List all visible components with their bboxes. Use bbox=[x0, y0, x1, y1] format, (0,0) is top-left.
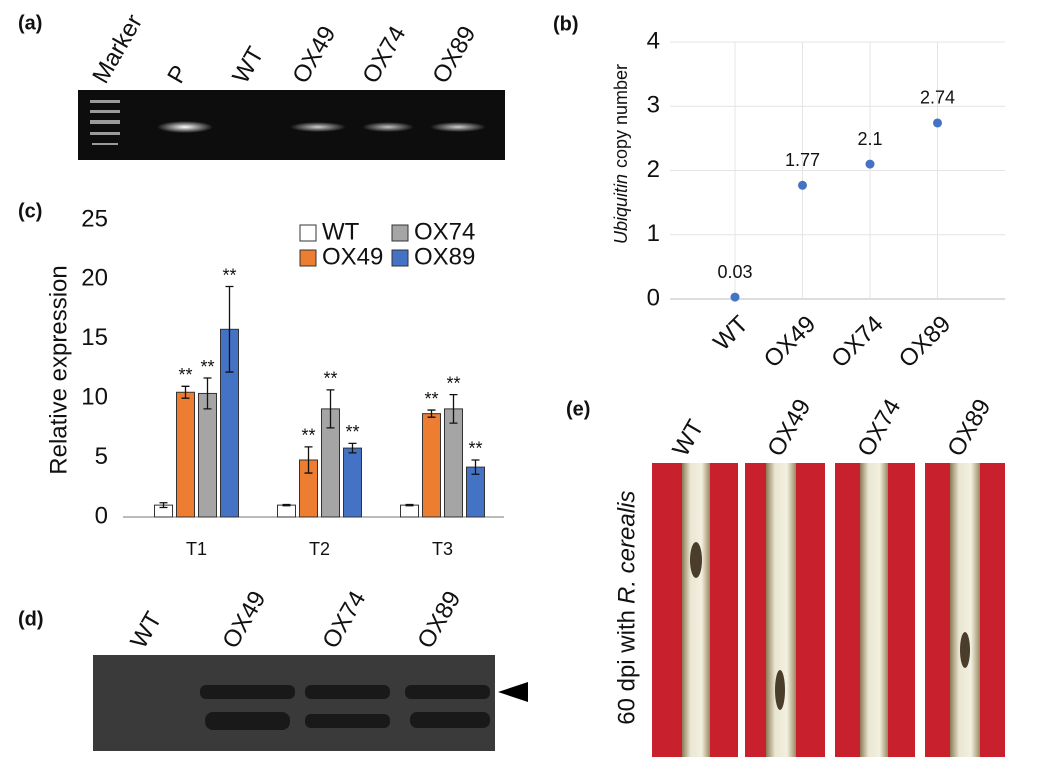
legend-swatch bbox=[391, 249, 409, 267]
value-label: 1.77 bbox=[785, 150, 820, 170]
panel-label: (e) bbox=[566, 398, 590, 420]
value-label: 2.1 bbox=[857, 129, 882, 149]
y-tick-label: 0 bbox=[95, 502, 108, 529]
lane-label: WT bbox=[667, 415, 709, 461]
error-bar bbox=[471, 459, 480, 475]
y-tick-label: 10 bbox=[81, 384, 108, 411]
value-label: 0.03 bbox=[717, 262, 752, 282]
x-tick-label: T2 bbox=[309, 539, 330, 559]
y-tick-label: 0 bbox=[647, 284, 660, 311]
significance: ** bbox=[468, 439, 482, 459]
error-bar bbox=[326, 389, 335, 429]
point bbox=[865, 159, 875, 169]
bar bbox=[198, 392, 217, 518]
point bbox=[730, 292, 740, 302]
gel-band bbox=[157, 121, 213, 133]
lane-label: OX49 bbox=[762, 395, 816, 462]
bar bbox=[444, 408, 463, 518]
y-axis-title: Relative expression bbox=[45, 265, 72, 474]
significance: ** bbox=[222, 265, 236, 285]
error-bar bbox=[159, 502, 168, 509]
legend-label: WT bbox=[322, 218, 360, 245]
x-tick-label: WT bbox=[708, 310, 754, 356]
gel-band bbox=[290, 122, 346, 132]
bar bbox=[343, 447, 362, 518]
lane-label: WT bbox=[125, 607, 167, 653]
x-tick-label: T3 bbox=[432, 539, 453, 559]
legend-swatch bbox=[391, 224, 409, 242]
bar bbox=[277, 504, 296, 518]
value-label: 2.74 bbox=[920, 88, 955, 108]
legend-swatch bbox=[299, 249, 317, 267]
legend-label: OX49 bbox=[322, 243, 383, 270]
y-tick-label: 1 bbox=[647, 220, 660, 247]
x-tick-label: OX49 bbox=[759, 311, 821, 373]
error-bar bbox=[304, 446, 313, 474]
y-tick-label: 5 bbox=[95, 443, 108, 470]
significance: ** bbox=[178, 365, 192, 385]
lane-label: OX49 bbox=[217, 587, 271, 654]
panel-label: (a) bbox=[18, 12, 42, 34]
bar bbox=[422, 413, 441, 518]
panel-label: (d) bbox=[18, 608, 44, 630]
significance: ** bbox=[446, 373, 460, 393]
error-bar bbox=[203, 377, 212, 410]
lane-label: OX89 bbox=[942, 395, 996, 462]
panel-label: (b) bbox=[553, 13, 579, 35]
x-tick-label: T1 bbox=[186, 539, 207, 559]
y-tick-label: 2 bbox=[647, 156, 660, 183]
error-bar bbox=[449, 393, 458, 424]
legend-label: OX89 bbox=[414, 243, 475, 270]
error-bar bbox=[225, 285, 234, 373]
lane-label: OX74 bbox=[852, 395, 906, 462]
bar bbox=[400, 504, 419, 518]
blot-image bbox=[93, 655, 495, 751]
point bbox=[933, 118, 942, 128]
error-bar bbox=[282, 503, 291, 507]
y-tick-label: 20 bbox=[81, 265, 108, 292]
y-tick-label: 3 bbox=[647, 92, 660, 119]
bar bbox=[176, 391, 195, 518]
y-axis-title: copy number bbox=[611, 64, 631, 168]
error-bar bbox=[427, 409, 436, 418]
point bbox=[798, 180, 807, 190]
stem-photos bbox=[652, 463, 1005, 757]
gel-band bbox=[430, 122, 486, 132]
lane-label: OX89 bbox=[412, 587, 466, 654]
error-bar bbox=[348, 442, 357, 454]
lane-label: OX74 bbox=[317, 587, 371, 654]
legend-label: OX74 bbox=[414, 218, 475, 245]
legend-swatch bbox=[299, 224, 317, 242]
lane-label: OX74 bbox=[357, 22, 411, 89]
lane-label: P bbox=[162, 61, 193, 88]
arrowhead bbox=[498, 682, 528, 702]
gel-band bbox=[362, 122, 414, 132]
x-tick-label: OX89 bbox=[894, 311, 956, 373]
y-tick-label: 15 bbox=[81, 324, 108, 351]
error-bar bbox=[405, 503, 414, 507]
lane-label: Marker bbox=[87, 10, 148, 88]
significance: ** bbox=[200, 357, 214, 377]
panel-label: (c) bbox=[18, 200, 42, 222]
side-label: 60 dpi with bbox=[613, 610, 640, 725]
lane-label: WT bbox=[227, 42, 269, 88]
significance: ** bbox=[323, 369, 337, 389]
y-tick-label: 4 bbox=[647, 27, 660, 54]
lane-label: OX49 bbox=[287, 22, 341, 89]
error-bar bbox=[181, 385, 190, 399]
ladder bbox=[90, 100, 120, 145]
side-label-italic: R. cerealis bbox=[613, 491, 640, 604]
significance: ** bbox=[424, 389, 438, 409]
y-axis-title: Ubiquitin bbox=[611, 174, 631, 244]
significance: ** bbox=[301, 426, 315, 446]
y-tick-label: 25 bbox=[81, 205, 108, 232]
x-tick-label: OX74 bbox=[826, 311, 888, 373]
lane-label: OX89 bbox=[427, 22, 481, 89]
significance: ** bbox=[345, 422, 359, 442]
blot-bands bbox=[200, 685, 490, 730]
